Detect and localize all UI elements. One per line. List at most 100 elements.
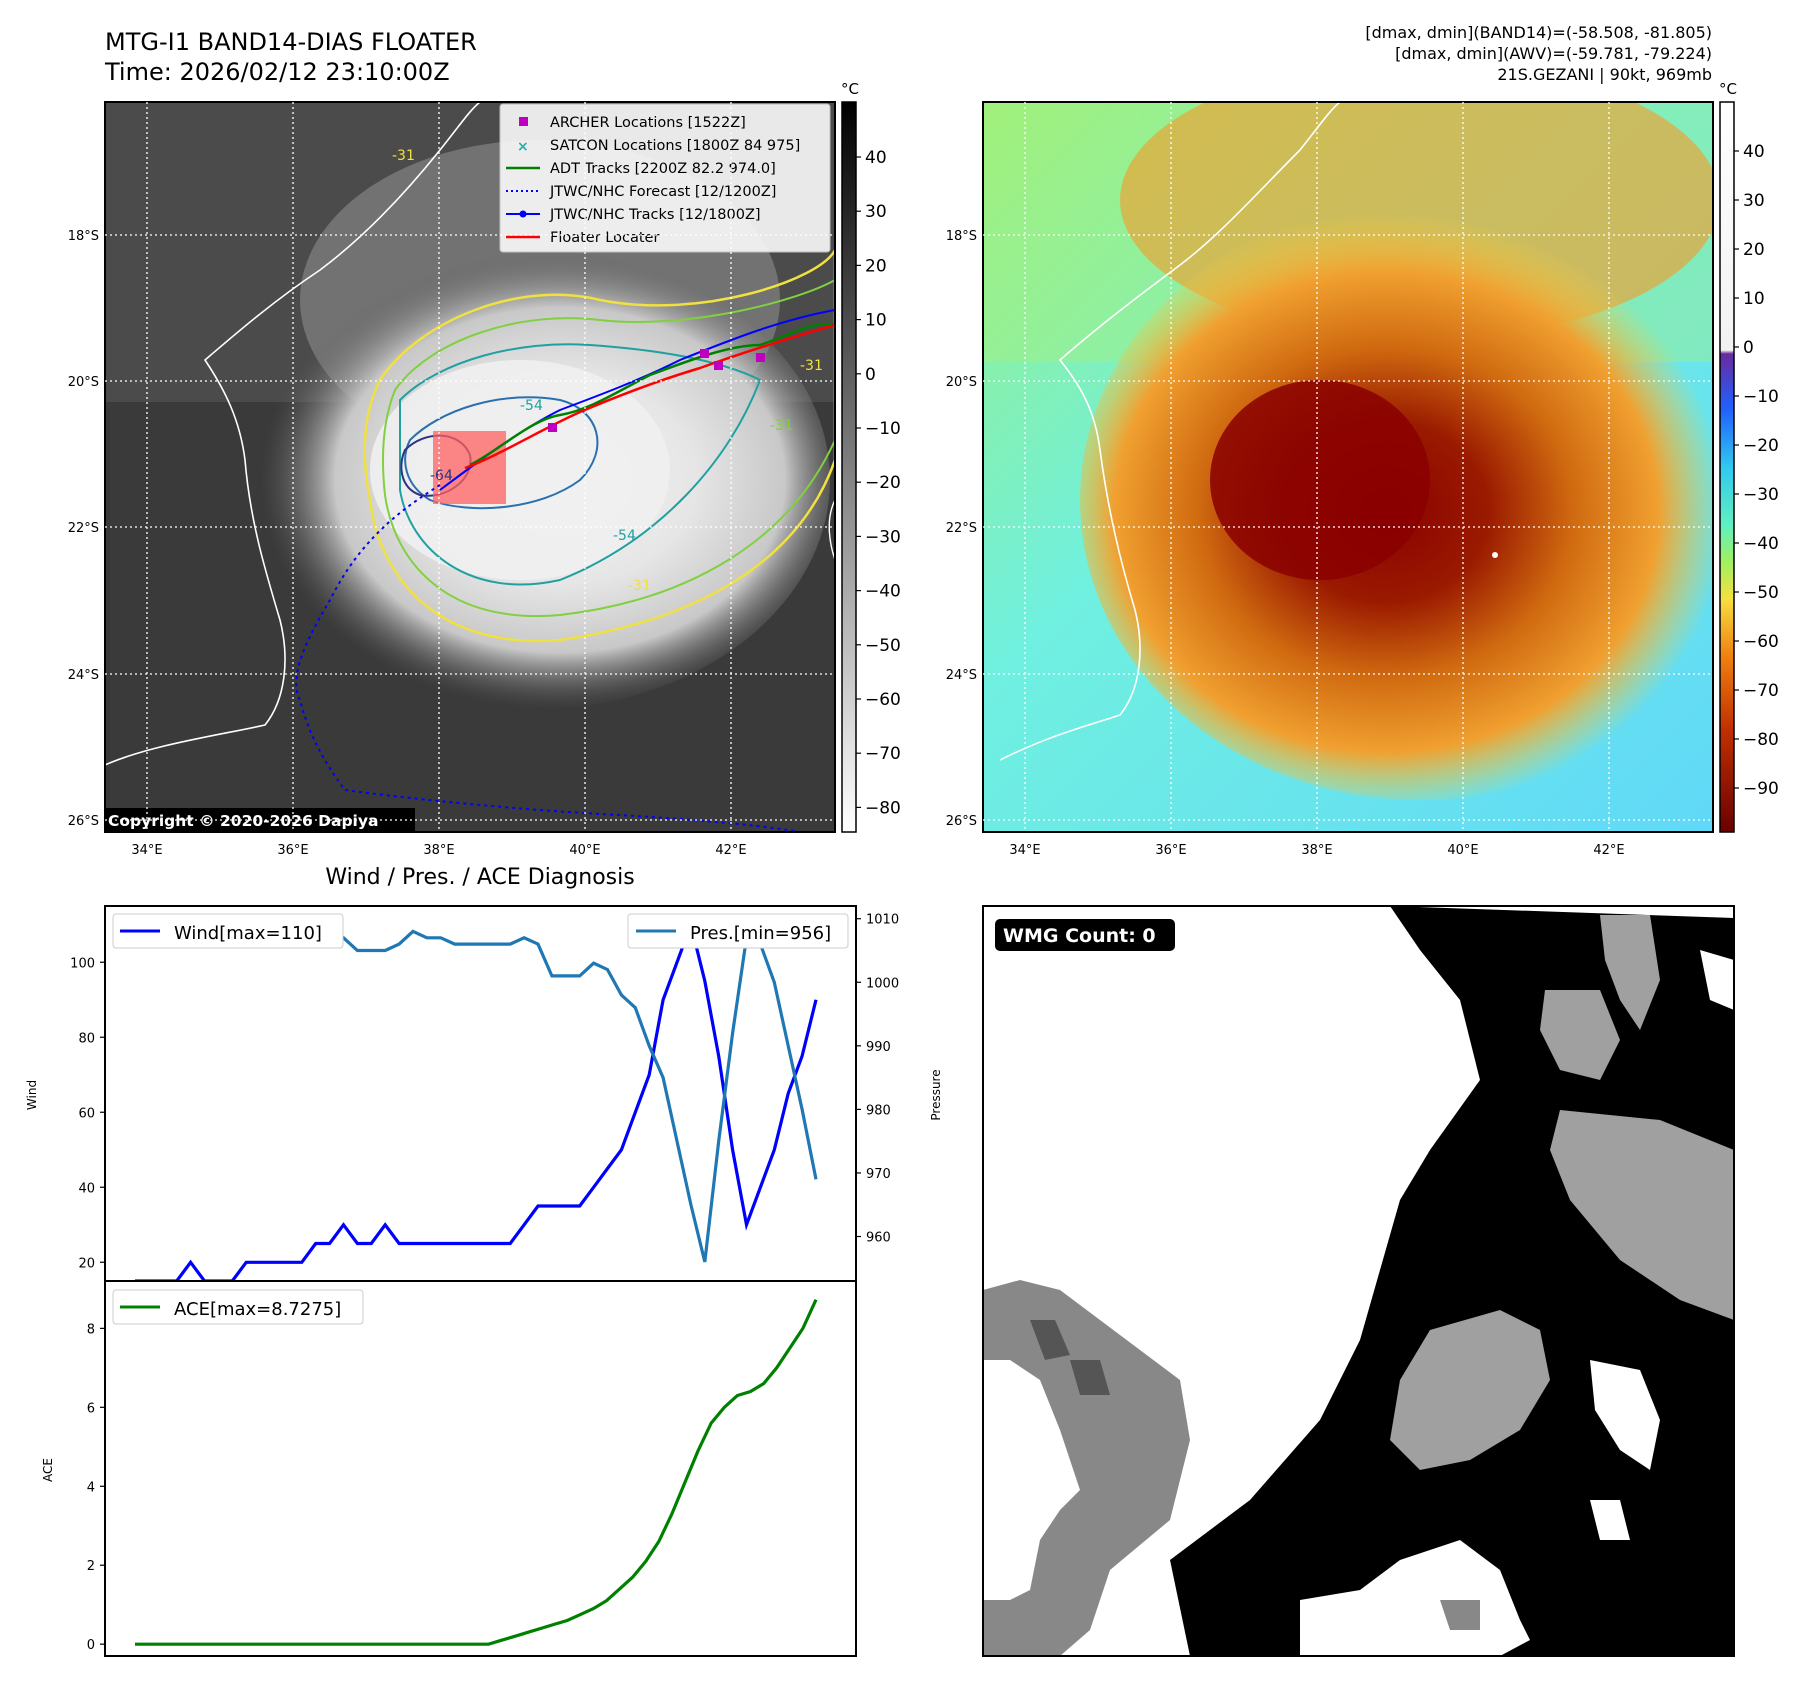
axis-tick-label: 4 bbox=[87, 1480, 95, 1495]
awv-colorbar-ticks: 40 30 20 10 0 −10 −20 −30 −40 −50 −60 −70 −80 −90 bbox=[1734, 142, 1779, 799]
wind-legend: Wind[max=110] bbox=[112, 913, 344, 949]
wind-ylabel: Wind bbox=[25, 1080, 39, 1110]
ir-colorbar-ticks: 40 30 20 10 0 −10 −20 −30 −40 −50 −60 −70 −80 bbox=[856, 148, 901, 818]
colorbar-tick-label: −50 bbox=[1743, 583, 1779, 603]
awv-map-frame bbox=[982, 101, 1714, 833]
legend-jtwc-forecast: JTWC/NHC Forecast [12/1200Z] bbox=[549, 184, 776, 200]
wind-legend-label: Wind[max=110] bbox=[174, 923, 322, 944]
colorbar-tick-label: −10 bbox=[865, 419, 901, 439]
lat-tick-label: 24°S bbox=[946, 668, 977, 683]
ace-series bbox=[135, 1299, 818, 1646]
lat-tick-label: 26°S bbox=[68, 814, 99, 829]
colorbar-tick-label: −40 bbox=[865, 582, 901, 602]
ir-map-frame bbox=[104, 101, 836, 833]
contour-label: -31 bbox=[628, 578, 651, 594]
header-right-line3: 21S.GEZANI | 90kt, 969mb bbox=[1497, 65, 1712, 84]
contour-label: -64 bbox=[430, 468, 453, 484]
colorbar-tick-label: −20 bbox=[1743, 436, 1779, 456]
wind-ticks: 100 80 60 40 20 bbox=[70, 956, 105, 1271]
lon-tick-label: 34°E bbox=[131, 843, 162, 858]
wind-series bbox=[135, 919, 818, 1283]
colorbar-tick-label: −70 bbox=[865, 744, 901, 764]
lat-tick-label: 22°S bbox=[946, 521, 977, 536]
lon-tick-label: 34°E bbox=[1009, 843, 1040, 858]
axis-tick-label: 8 bbox=[87, 1322, 95, 1337]
lon-tick-label: 40°E bbox=[569, 843, 600, 858]
lat-tick-label: 20°S bbox=[946, 375, 977, 390]
ir-colorbar bbox=[841, 101, 857, 833]
contour-label: -31 bbox=[770, 418, 793, 434]
axis-tick-label: 2 bbox=[87, 1559, 95, 1574]
pressure-legend-label: Pres.[min=956] bbox=[690, 923, 831, 944]
lon-tick-label: 40°E bbox=[1447, 843, 1478, 858]
wmg-frame bbox=[982, 905, 1735, 1657]
axis-tick-label: 100 bbox=[70, 956, 95, 971]
series-line bbox=[135, 1299, 818, 1646]
colorbar-tick-label: −60 bbox=[865, 690, 901, 710]
ace-ticks: 8 6 4 2 0 bbox=[87, 1322, 105, 1653]
svg-text:×: × bbox=[517, 139, 529, 155]
colorbar-tick-label: −50 bbox=[865, 636, 901, 656]
axis-tick-label: 40 bbox=[78, 1181, 95, 1196]
legend-floater-locater: Floater Locater bbox=[550, 230, 659, 246]
legend-archer: ARCHER Locations [1522Z] bbox=[550, 115, 746, 131]
wind-axes bbox=[104, 905, 857, 1282]
axis-tick-label: 980 bbox=[866, 1103, 891, 1118]
ace-legend-label: ACE[max=8.7275] bbox=[174, 1299, 341, 1320]
map-gridlines bbox=[105, 102, 1713, 832]
colorbar-tick-label: −20 bbox=[865, 473, 901, 493]
colorbar-tick-label: 40 bbox=[1743, 142, 1765, 162]
map-tick-labels: 34°E 36°E 38°E 40°E 42°E 18°S 20°S 22°S 24°S 26°S… bbox=[68, 229, 1625, 858]
copyright-text: Copyright © 2020-2026 Dapiya bbox=[108, 812, 378, 830]
axis-tick-label: 60 bbox=[78, 1106, 95, 1121]
colorbar-tick-label: −30 bbox=[1743, 485, 1779, 505]
colorbar-tick-label: 10 bbox=[865, 311, 887, 331]
pressure-ticks: 1010 1000 990 980 970 960 bbox=[856, 913, 899, 1246]
colorbar-tick-label: 10 bbox=[1743, 289, 1765, 309]
lat-tick-label: 26°S bbox=[946, 814, 977, 829]
lon-tick-label: 36°E bbox=[1155, 843, 1186, 858]
awv-map bbox=[983, 102, 1713, 832]
lat-tick-label: 20°S bbox=[68, 375, 99, 390]
lat-tick-label: 18°S bbox=[946, 229, 977, 244]
contour-label: -31 bbox=[392, 148, 415, 164]
lon-tick-label: 38°E bbox=[423, 843, 454, 858]
header-right-line2: [dmax, dmin](AWV)=(-59.781, -79.224) bbox=[1395, 44, 1712, 63]
colorbar-tick-label: 0 bbox=[865, 365, 876, 385]
colorbar-tick-label: −60 bbox=[1743, 632, 1779, 652]
colorbar-tick-label: −80 bbox=[865, 798, 901, 818]
colorbar-tick-label: 0 bbox=[1743, 338, 1754, 358]
axis-tick-label: 1010 bbox=[866, 913, 899, 928]
colorbar-tick-label: 20 bbox=[1743, 240, 1765, 260]
colorbar-tick-label: −90 bbox=[1743, 779, 1779, 799]
ir-colorbar-unit: °C bbox=[841, 80, 859, 98]
colorbar-tick-label: −70 bbox=[1743, 681, 1779, 701]
contour-label: -31 bbox=[800, 358, 823, 374]
awv-colorbar bbox=[1719, 101, 1735, 833]
ace-axes bbox=[104, 1280, 857, 1657]
colorbar-tick-label: −30 bbox=[865, 527, 901, 547]
axis-tick-label: 960 bbox=[866, 1231, 891, 1246]
axis-tick-label: 6 bbox=[87, 1401, 95, 1416]
colorbar-tick-label: 30 bbox=[1743, 191, 1765, 211]
axis-tick-label: 970 bbox=[866, 1167, 891, 1182]
pressure-ylabel: Pressure bbox=[929, 1069, 943, 1120]
ace-legend: ACE[max=8.7275] bbox=[112, 1289, 364, 1325]
diagnosis-title: Wind / Pres. / ACE Diagnosis bbox=[325, 865, 634, 890]
contour-label: -54 bbox=[520, 398, 543, 414]
series-line bbox=[135, 919, 818, 1283]
axis-tick-label: 0 bbox=[87, 1638, 95, 1653]
ace-ylabel: ACE bbox=[41, 1458, 55, 1482]
colorbar-tick-label: 30 bbox=[865, 202, 887, 222]
axis-tick-label: 990 bbox=[866, 1040, 891, 1055]
wmg-panel bbox=[983, 906, 1734, 1656]
pressure-legend: Pres.[min=956] bbox=[627, 913, 849, 949]
legend-satcon: SATCON Locations [1800Z 84 975] bbox=[550, 138, 800, 154]
figure-title-line2: Time: 2026/02/12 23:10:00Z bbox=[104, 58, 450, 86]
lon-tick-label: 36°E bbox=[277, 843, 308, 858]
header-right-line1: [dmax, dmin](BAND14)=(-58.508, -81.805) bbox=[1365, 23, 1712, 42]
lon-tick-label: 42°E bbox=[715, 843, 746, 858]
lat-tick-label: 22°S bbox=[68, 521, 99, 536]
colorbar-tick-label: −10 bbox=[1743, 387, 1779, 407]
